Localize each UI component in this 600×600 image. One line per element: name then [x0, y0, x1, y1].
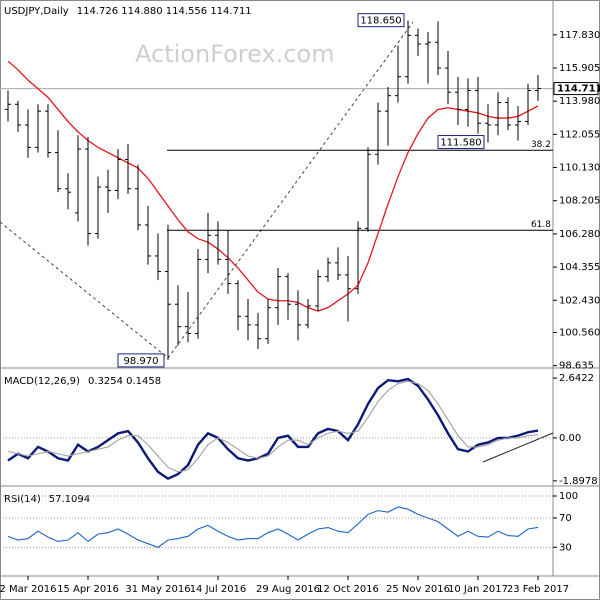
- y-tick-label: 0.00: [559, 433, 581, 444]
- y-tick-label: 112.055: [559, 129, 600, 140]
- x-tick-label: 15 Apr 2016: [57, 584, 119, 595]
- indicator-line: [7, 506, 539, 548]
- y-tick-label: 106.280: [559, 229, 600, 240]
- y-tick-label: -1.8978: [559, 476, 598, 487]
- x-tick-label: 2 Mar 2016: [0, 584, 57, 595]
- y-tick-label: 70: [559, 513, 572, 524]
- fib-label: 38.2: [531, 140, 551, 150]
- panel-readout: 57.1094: [49, 494, 90, 505]
- annotation-label: 111.580: [440, 138, 481, 149]
- y-tick-label: 117.830: [559, 30, 600, 41]
- x-tick-label: 25 Nov 2016: [386, 584, 450, 595]
- x-tick-label: 12 Oct 2016: [317, 584, 379, 595]
- x-tick-label: 29 Aug 2016: [256, 584, 320, 595]
- y-tick-label: 113.980: [559, 96, 600, 107]
- trend-line: [0, 221, 169, 359]
- panel-title: USDJPY,Daily: [4, 6, 69, 17]
- y-tick-label: 108.205: [559, 196, 600, 207]
- x-tick-label: 10 Jan 2017: [448, 584, 508, 595]
- annotation-box: [437, 135, 485, 150]
- last-price-box: [553, 82, 599, 96]
- moving-average: [7, 60, 539, 312]
- y-tick-label: 2.6422: [559, 373, 594, 384]
- last-price-label: 114.711: [557, 84, 600, 95]
- annotation-label: 98.970: [124, 356, 159, 367]
- x-tick-label: 31 May 2016: [125, 584, 190, 595]
- y-tick-label: 102.430: [559, 295, 600, 306]
- y-tick-label: 30: [559, 542, 572, 553]
- indicator-line: [7, 377, 539, 481]
- y-tick-label: 110.130: [559, 163, 600, 174]
- watermark: ActionForex.com: [135, 40, 335, 68]
- panel-readout: 114.726 114.880 114.556 114.711: [77, 6, 252, 17]
- y-tick-label: 100.560: [559, 327, 600, 338]
- y-tick-label: 100: [559, 491, 578, 502]
- annotation-label: 118.650: [360, 16, 401, 27]
- annotation-box: [357, 13, 405, 28]
- y-tick-label: 115.905: [559, 63, 600, 74]
- x-tick-label: 14 Jul 2016: [190, 584, 247, 595]
- indicator-line: [7, 380, 539, 473]
- trend-line: [482, 432, 554, 463]
- fib-label: 61.8: [531, 220, 551, 230]
- panel-readout: 0.3254 0.1458: [88, 376, 161, 387]
- x-tick-label: 23 Feb 2017: [507, 584, 569, 595]
- y-tick-label: 104.355: [559, 262, 600, 273]
- annotation-box: [117, 353, 165, 368]
- panel-title: MACD(12,26,9): [4, 376, 80, 387]
- y-tick-label: 98.635: [559, 361, 594, 372]
- panel-title: RSI(14): [4, 494, 41, 505]
